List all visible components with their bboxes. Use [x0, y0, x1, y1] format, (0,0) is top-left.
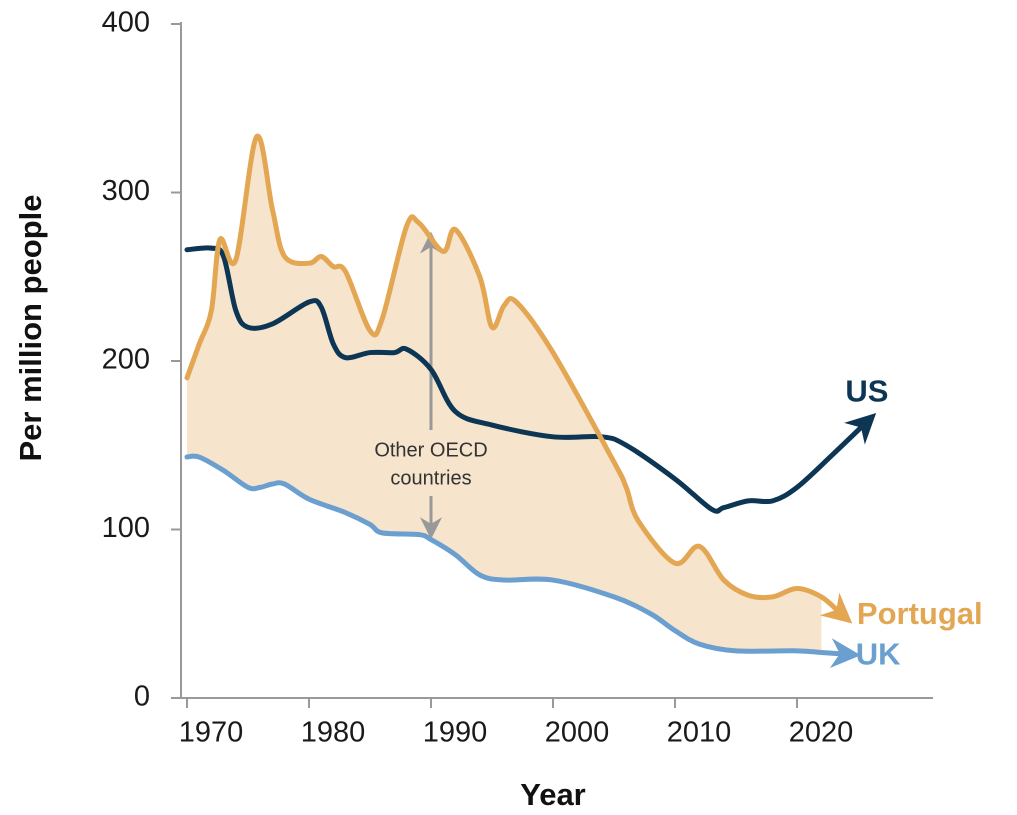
series-label: Portugal: [857, 596, 983, 631]
shaded-band: [187, 136, 822, 653]
y-axis-title: Per million people: [13, 195, 48, 462]
y-tick-label: 200: [102, 344, 150, 376]
y-tick-label: 400: [102, 7, 150, 39]
series-line: [184, 245, 877, 514]
x-tick-label: 2000: [545, 717, 610, 749]
x-axis-title: Year: [520, 777, 586, 812]
series-label: US: [845, 374, 888, 409]
series-line: [184, 133, 853, 624]
y-tick-label: 0: [134, 681, 150, 713]
x-tick-label: 2010: [667, 717, 732, 749]
x-tick-label: 1990: [423, 717, 488, 749]
x-tick-label: 2020: [789, 717, 854, 749]
x-tick-label: 1980: [301, 717, 366, 749]
y-tick-label: 100: [102, 512, 150, 544]
annotation: countries: [390, 467, 471, 489]
x-tick-label: 1970: [179, 717, 244, 749]
y-tick-label: 300: [102, 175, 150, 207]
series-label: UK: [856, 636, 901, 671]
series-line: [184, 453, 861, 669]
annotation: Other OECD: [374, 439, 487, 461]
